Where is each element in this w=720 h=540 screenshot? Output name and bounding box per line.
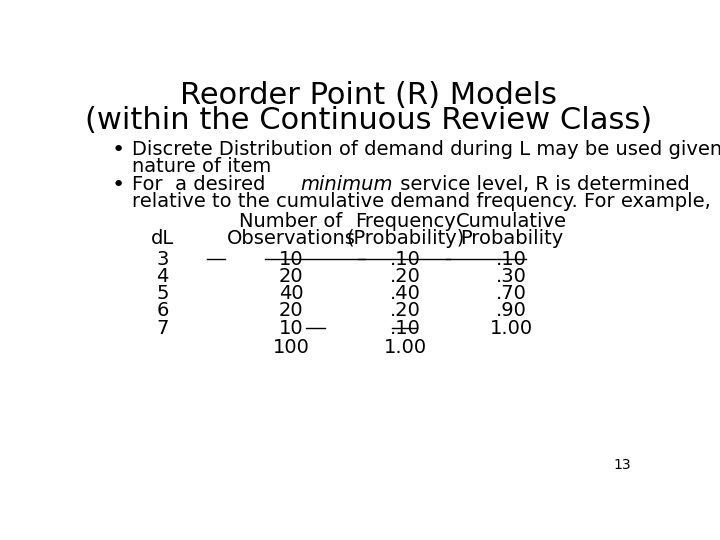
Text: Discrete Distribution of demand during L may be used given: Discrete Distribution of demand during L…	[132, 140, 720, 159]
Text: .40: .40	[390, 285, 420, 303]
Text: .90: .90	[496, 301, 527, 320]
Text: .20: .20	[390, 267, 420, 286]
Text: 1.00: 1.00	[490, 319, 533, 338]
Text: .20: .20	[390, 301, 420, 320]
Text: .30: .30	[496, 267, 527, 286]
Text: 20: 20	[279, 301, 303, 320]
Text: 7: 7	[156, 319, 168, 338]
Text: relative to the cumulative demand frequency. For example,: relative to the cumulative demand freque…	[132, 192, 711, 211]
Text: 6: 6	[156, 301, 168, 320]
Text: nature of item: nature of item	[132, 157, 271, 176]
Text: •: •	[111, 140, 125, 160]
Text: 3: 3	[156, 250, 168, 269]
Text: 1.00: 1.00	[384, 338, 427, 356]
Text: .10: .10	[496, 250, 527, 269]
Text: Cumulative: Cumulative	[456, 212, 567, 232]
Text: For  a desired: For a desired	[132, 174, 271, 193]
Text: .70: .70	[496, 285, 527, 303]
Text: Observations: Observations	[227, 230, 355, 248]
Text: minimum: minimum	[300, 174, 393, 193]
Text: 40: 40	[279, 285, 303, 303]
Text: 20: 20	[279, 267, 303, 286]
Text: (Probability): (Probability)	[346, 230, 464, 248]
Text: 4: 4	[156, 267, 168, 286]
Text: •: •	[111, 174, 125, 194]
Text: Number of: Number of	[239, 212, 343, 232]
Text: 10: 10	[279, 250, 303, 269]
Text: 100: 100	[272, 338, 310, 356]
Text: service level, R is determined: service level, R is determined	[395, 174, 690, 193]
Text: 5: 5	[156, 285, 168, 303]
Text: .10: .10	[390, 319, 420, 338]
Text: 10: 10	[279, 319, 303, 338]
Text: 13: 13	[613, 458, 631, 472]
Text: Reorder Point (R) Models: Reorder Point (R) Models	[181, 82, 557, 111]
Text: Frequency: Frequency	[355, 212, 456, 232]
Text: .10: .10	[390, 250, 420, 269]
Text: Probability: Probability	[459, 230, 563, 248]
Text: (within the Continuous Review Class): (within the Continuous Review Class)	[86, 106, 652, 136]
Text: dL: dL	[151, 230, 174, 248]
